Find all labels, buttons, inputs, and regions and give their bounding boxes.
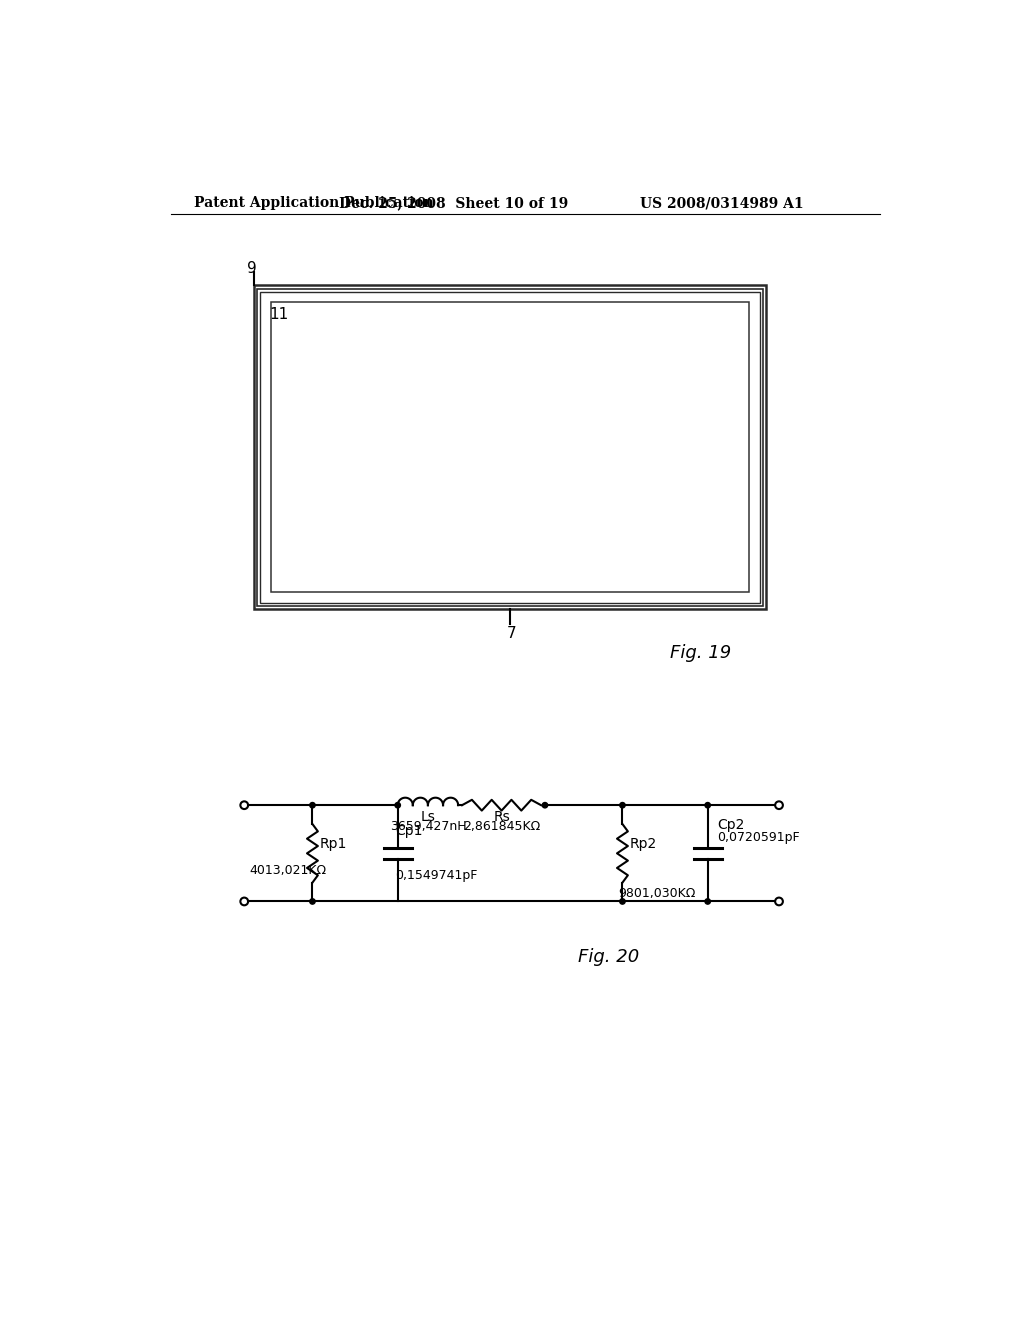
Text: Cp1: Cp1 — [395, 824, 423, 838]
Text: Cp2: Cp2 — [717, 818, 744, 832]
Circle shape — [309, 899, 315, 904]
Text: 0,0720591pF: 0,0720591pF — [717, 832, 800, 843]
Circle shape — [309, 803, 315, 808]
Text: Dec. 25, 2008  Sheet 10 of 19: Dec. 25, 2008 Sheet 10 of 19 — [339, 197, 568, 210]
Text: Ls: Ls — [421, 810, 435, 824]
Text: Fig. 20: Fig. 20 — [578, 948, 639, 966]
Circle shape — [543, 803, 548, 808]
Text: 11: 11 — [269, 308, 289, 322]
Text: Patent Application Publication: Patent Application Publication — [194, 197, 433, 210]
Circle shape — [620, 803, 626, 808]
Circle shape — [620, 899, 626, 904]
Text: Fig. 19: Fig. 19 — [671, 644, 732, 661]
Circle shape — [705, 803, 711, 808]
Text: Rp1: Rp1 — [319, 837, 347, 851]
Circle shape — [705, 899, 711, 904]
Text: US 2008/0314989 A1: US 2008/0314989 A1 — [640, 197, 803, 210]
Text: 9801,030KΩ: 9801,030KΩ — [618, 887, 696, 900]
Text: 9: 9 — [247, 261, 257, 276]
Text: Rs: Rs — [494, 810, 510, 824]
Text: 3659,427nH: 3659,427nH — [389, 820, 466, 833]
Text: 0,1549741pF: 0,1549741pF — [395, 869, 478, 882]
Circle shape — [395, 803, 400, 808]
Text: Rp2: Rp2 — [630, 837, 656, 851]
Text: 4013,021KΩ: 4013,021KΩ — [249, 863, 326, 876]
Text: 7: 7 — [507, 626, 516, 640]
Text: 2,861845KΩ: 2,861845KΩ — [463, 820, 541, 833]
